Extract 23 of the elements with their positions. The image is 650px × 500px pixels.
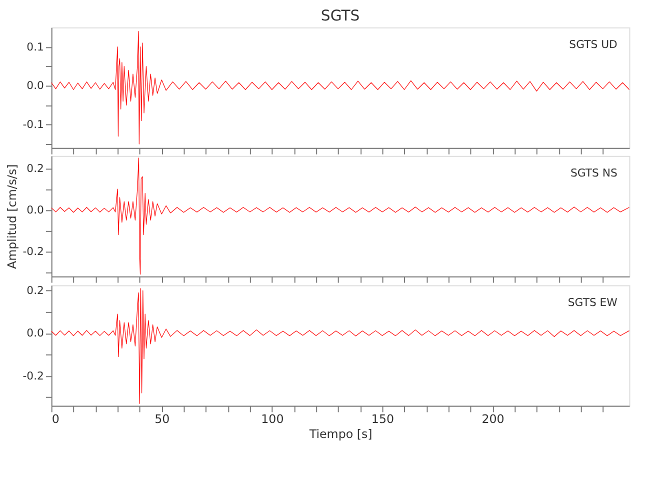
x-tick-label: 50 — [154, 412, 170, 426]
y-tick-label: 0.0 — [26, 326, 44, 340]
line-series — [51, 158, 630, 275]
x-tick-label: 100 — [261, 412, 284, 426]
y-tick-label: -0.2 — [22, 369, 44, 382]
x-axis-title: Tiempo [s] — [308, 426, 372, 441]
annotation: SGTS NS — [570, 166, 618, 180]
y-tick-label: 0.2 — [26, 162, 44, 175]
annotation: SGTS UD — [569, 38, 618, 52]
line-series — [51, 288, 630, 404]
y-axis-title: Amplitud [cm/s/s] — [4, 164, 19, 269]
y-tick-label: 0.2 — [26, 284, 44, 298]
y-tick-label: 0.0 — [26, 79, 44, 92]
y-tick-label: 0.1 — [26, 40, 44, 54]
annotation: SGTS EW — [568, 296, 618, 309]
y-tick-label: -0.1 — [22, 118, 44, 132]
x-tick-label: 0 — [52, 412, 60, 426]
line-series — [51, 31, 630, 144]
x-tick-label: 200 — [482, 412, 504, 426]
y-tick-label: 0.0 — [26, 203, 44, 216]
x-tick-label: 150 — [371, 412, 394, 426]
chart-title: SGTS — [320, 8, 360, 25]
y-tick-label: -0.2 — [22, 244, 44, 258]
